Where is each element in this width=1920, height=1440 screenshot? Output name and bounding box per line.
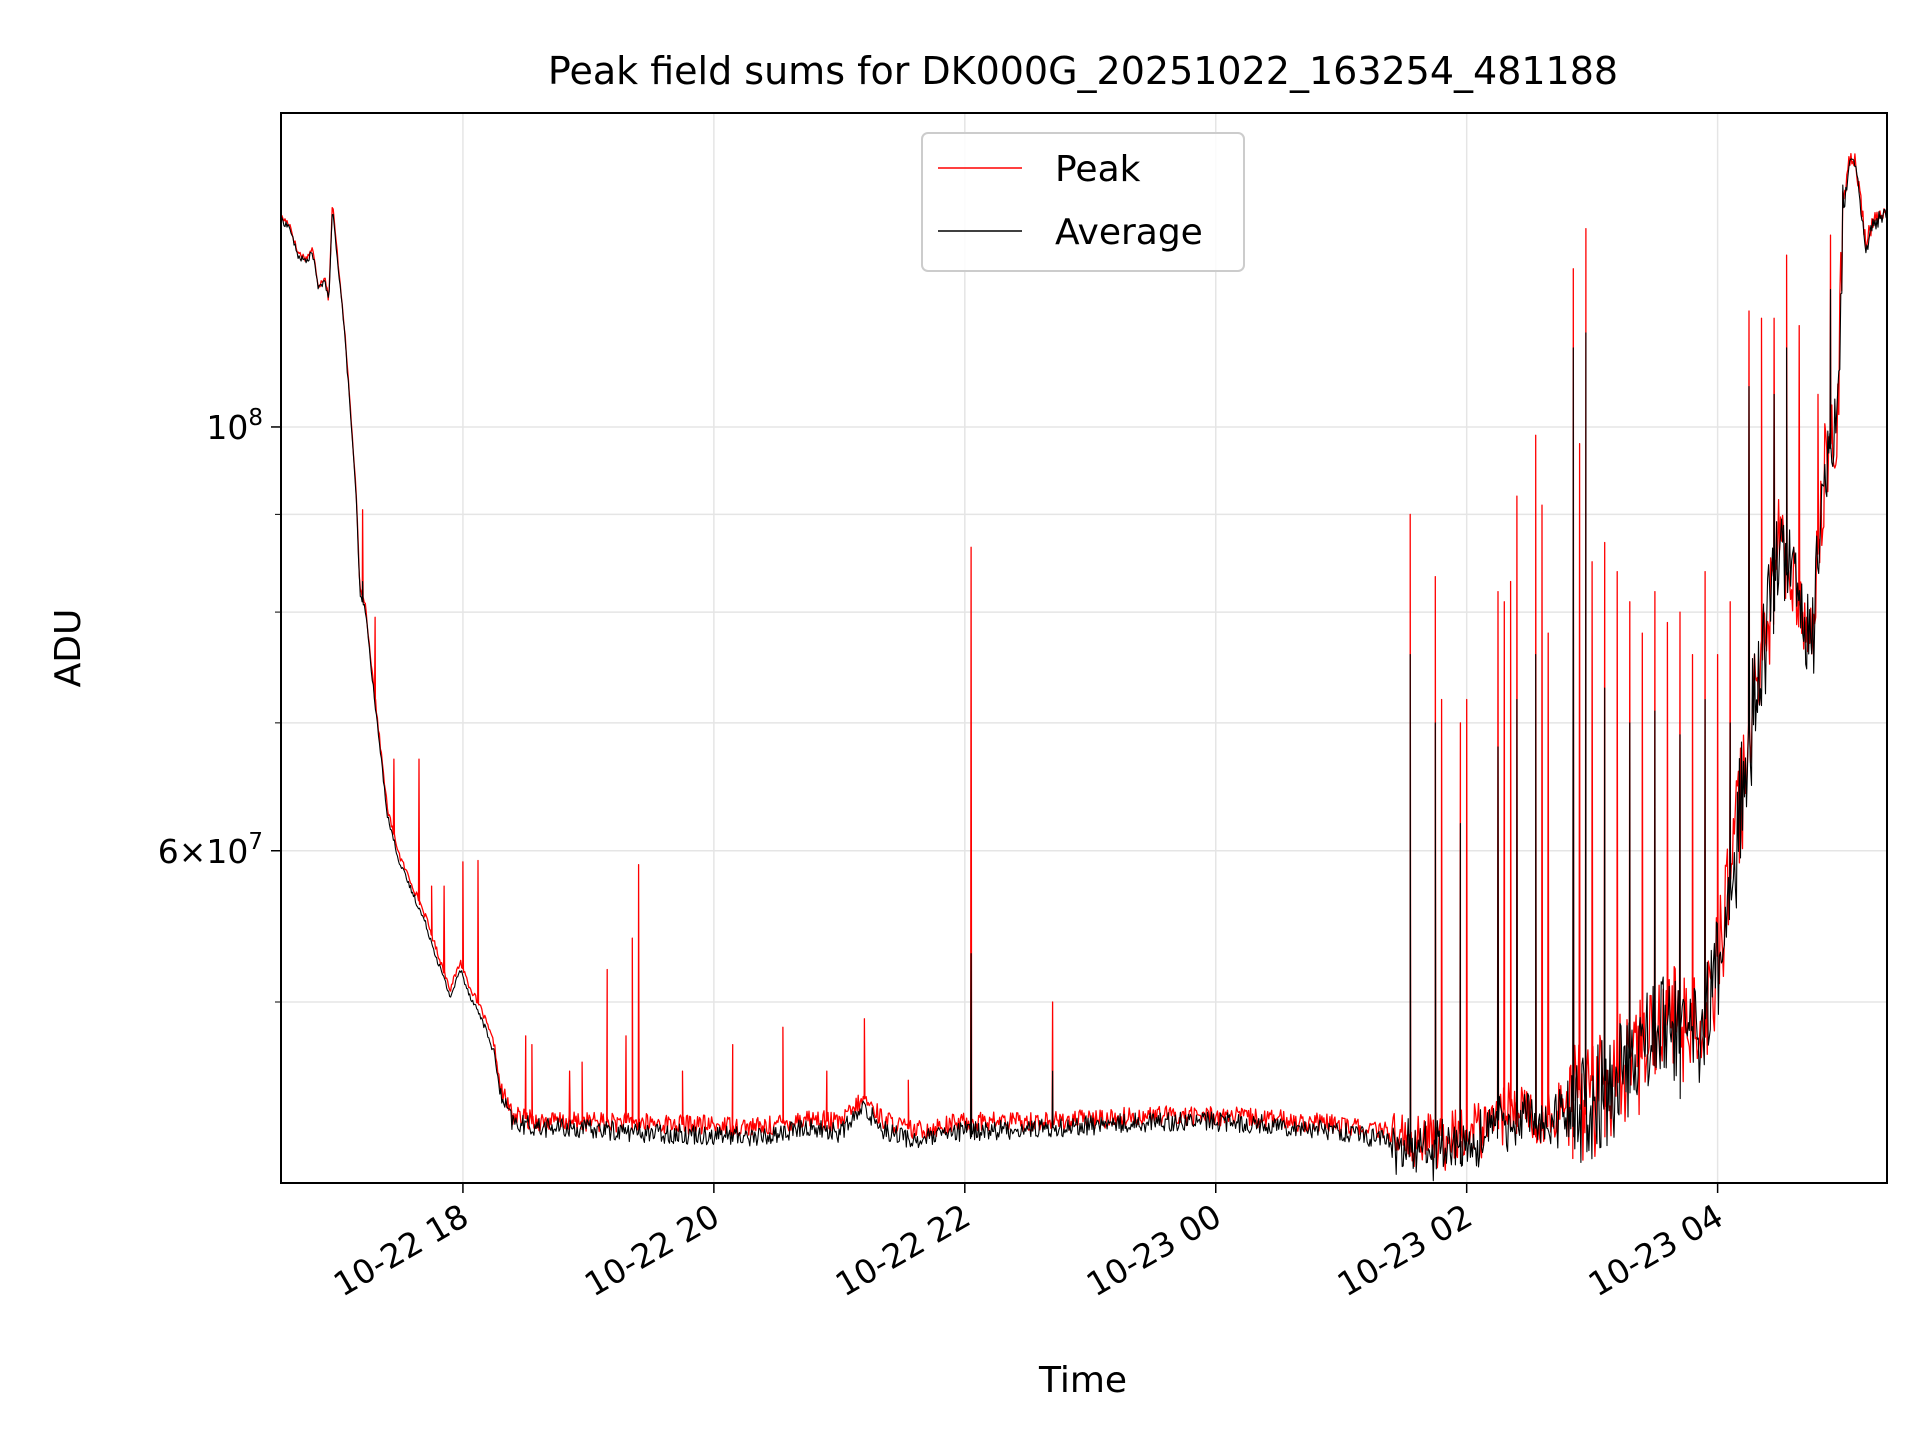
grid-layer xyxy=(281,113,1887,1183)
y-axis-title: ADU xyxy=(48,609,89,688)
y-tick-label: 6×107 xyxy=(158,829,263,871)
y-axis: 108 6×107 xyxy=(158,405,281,1003)
y-tick-label: 108 xyxy=(206,405,263,447)
legend-peak-label: Peak xyxy=(1055,149,1141,190)
plot-layer xyxy=(280,152,1888,1182)
plot-frame xyxy=(280,112,1888,1184)
x-axis-title: Time xyxy=(1038,1360,1127,1401)
chart-title: Peak field sums for DK000G_20251022_1632… xyxy=(548,49,1618,93)
series-line-average xyxy=(280,158,1888,1182)
legend: Peak Average xyxy=(921,132,1245,272)
legend-average-label: Average xyxy=(1055,212,1203,253)
